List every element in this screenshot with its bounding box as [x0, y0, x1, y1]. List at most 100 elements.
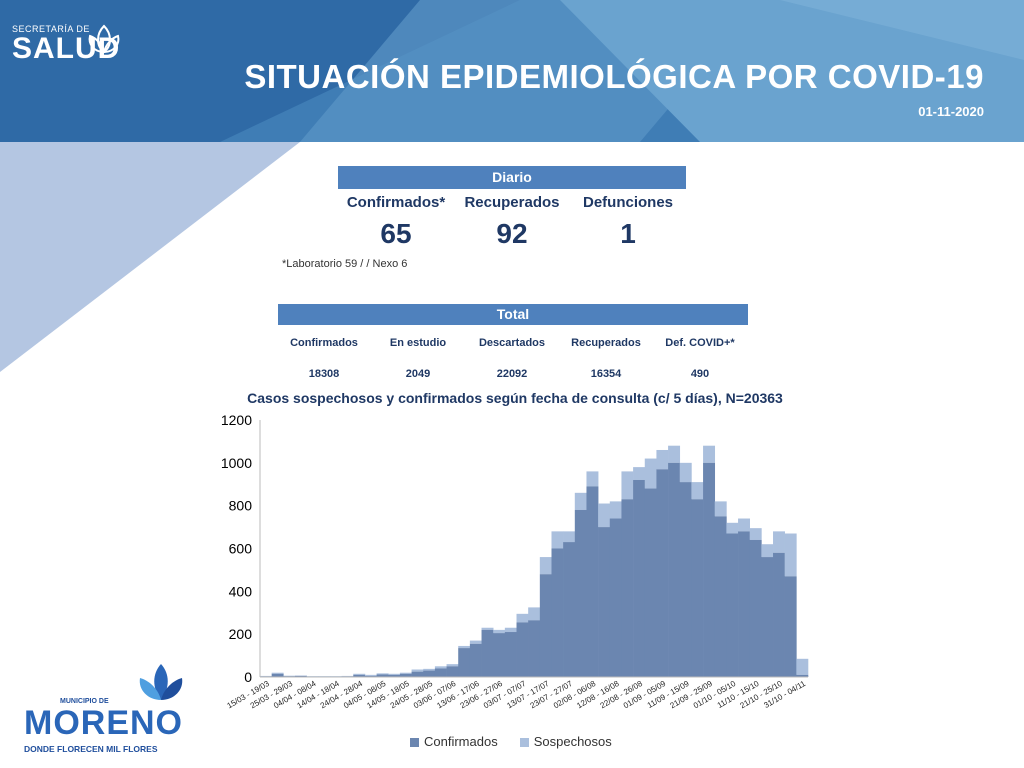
daily-header-bar: Diario: [338, 166, 686, 189]
y-tick-label: 1200: [221, 412, 252, 428]
bar-confirmados: [749, 539, 762, 677]
bar-sospechosos: [423, 668, 436, 671]
bar-sospechosos: [388, 673, 401, 675]
daily-value-recuperados: 92: [496, 218, 528, 249]
total-label-descartados: Descartados: [478, 337, 546, 349]
bar-sospechosos: [679, 462, 692, 483]
bar-sospechosos: [516, 613, 529, 623]
legend-label-confirmados: Confirmados: [424, 734, 498, 749]
bar-sospechosos: [644, 458, 657, 489]
bar-confirmados: [294, 675, 307, 677]
bar-sospechosos: [376, 673, 389, 675]
y-tick-label: 0: [244, 669, 252, 685]
bar-confirmados: [446, 666, 459, 677]
y-tick-label: 800: [229, 498, 253, 514]
bar-sospechosos: [399, 672, 412, 674]
report-date: 01-11-2020: [918, 104, 984, 119]
bar-confirmados: [574, 509, 587, 677]
bar-confirmados: [738, 531, 751, 677]
legend-item-confirmados: Confirmados: [410, 734, 498, 749]
brand-top-text: SECRETARÍA DE: [12, 24, 90, 34]
total-value-confirmados: 18308: [308, 368, 340, 380]
daily-label-defunciones: Defunciones: [582, 194, 673, 211]
bar-sospechosos: [761, 544, 774, 558]
bar-confirmados: [353, 674, 366, 677]
bar-sospechosos: [434, 666, 447, 669]
bar-sospechosos: [586, 471, 599, 487]
page-title: SITUACIÓN EPIDEMIOLÓGICA POR COVID-19: [244, 58, 984, 95]
bar-sospechosos: [469, 640, 482, 644]
bar-sospechosos: [726, 522, 739, 534]
bar-confirmados: [458, 648, 471, 677]
bar-confirmados: [493, 633, 506, 677]
bar-confirmados: [528, 620, 541, 677]
bar-confirmados: [784, 576, 797, 677]
bar-confirmados: [726, 533, 739, 677]
bar-confirmados: [773, 552, 785, 677]
bar-confirmados: [481, 629, 494, 677]
bar-confirmados: [551, 548, 564, 677]
bar-confirmados: [598, 527, 611, 677]
chart-legend: Confirmados Sospechosos: [410, 734, 612, 749]
total-label-def-covid: Def. COVID+*: [665, 337, 735, 349]
bar-sospechosos: [633, 467, 646, 480]
bar-sospechosos: [656, 449, 669, 470]
bar-confirmados: [271, 673, 284, 677]
bar-sospechosos: [539, 557, 552, 575]
bar-confirmados: [586, 486, 599, 677]
bar-sospechosos: [458, 645, 471, 649]
banner-background: [0, 0, 1024, 142]
bar-sospechosos: [563, 531, 576, 543]
bar-sospechosos: [714, 501, 727, 517]
total-label-confirmados: Confirmados: [290, 337, 358, 349]
bar-confirmados: [703, 462, 716, 677]
bar-sospechosos: [773, 531, 785, 553]
bar-confirmados: [399, 673, 412, 677]
bar-sospechosos: [551, 531, 564, 549]
daily-label-recuperados: Recuperados: [464, 194, 560, 211]
bar-sospechosos: [796, 658, 809, 675]
bar-confirmados: [516, 622, 529, 677]
bar-confirmados: [423, 670, 436, 677]
bar-confirmados: [656, 469, 669, 677]
bar-sospechosos: [411, 669, 424, 672]
bar-confirmados: [609, 518, 622, 677]
legend-swatch-confirmados: [410, 738, 419, 748]
bar-confirmados: [714, 516, 727, 677]
bar-confirmados: [563, 542, 576, 677]
bar-sospechosos: [703, 445, 716, 463]
bar-sospechosos: [691, 482, 704, 500]
legend-swatch-sospechosos: [519, 738, 529, 748]
moreno-name: MORENO: [24, 704, 183, 742]
bar-confirmados: [621, 499, 634, 677]
bar-sospechosos: [481, 627, 494, 630]
bar-confirmados: [411, 671, 424, 677]
bar-sospechosos: [621, 471, 634, 500]
legend-label-sospechosos: Sospechosos: [533, 734, 612, 749]
y-tick-label: 400: [229, 583, 253, 599]
bar-sospechosos: [668, 445, 681, 463]
y-tick-label: 1000: [221, 455, 252, 471]
flower-icon: [139, 664, 183, 700]
moreno-slogan: DONDE FLORECEN MIL FLORES: [24, 744, 158, 754]
bar-sospechosos: [353, 673, 366, 675]
daily-value-defunciones: 1: [620, 218, 636, 249]
moreno-logo: MUNICIPIO DE MORENO DONDE FLORECEN MIL F…: [22, 660, 202, 760]
bar-sospechosos: [493, 629, 506, 634]
lotus-icon: [88, 24, 120, 54]
total-label-recuperados: Recuperados: [571, 337, 641, 349]
bar-confirmados: [679, 482, 692, 677]
bar-sospechosos: [528, 607, 541, 621]
daily-value-confirmados: 65: [380, 218, 412, 249]
y-tick-label: 200: [229, 626, 253, 642]
chart-title: Casos sospechosos y confirmados según fe…: [247, 390, 783, 406]
total-value-en-estudio: 2049: [405, 368, 431, 380]
total-header-bar: Total: [278, 304, 748, 325]
bar-confirmados: [434, 668, 447, 677]
decorative-triangle: [0, 142, 300, 372]
bar-sospechosos: [271, 672, 284, 674]
bar-confirmados: [761, 557, 774, 677]
bar-sospechosos: [598, 503, 611, 528]
bar-confirmados: [364, 675, 377, 677]
